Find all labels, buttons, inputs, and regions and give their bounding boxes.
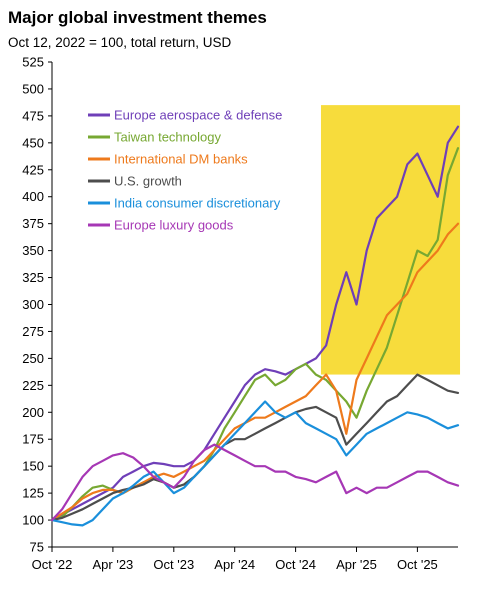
x-tick-label: Apr '24	[214, 557, 255, 572]
x-tick-label: Oct '24	[275, 557, 316, 572]
legend-label: Europe luxury goods	[114, 218, 234, 233]
x-tick-label: Oct '25	[397, 557, 438, 572]
legend-label: India consumer discretionary	[114, 196, 281, 211]
y-tick-label: 500	[22, 81, 44, 96]
y-tick-label: 75	[30, 540, 44, 555]
legend-label: Europe aerospace & defense	[114, 108, 282, 123]
y-tick-label: 125	[22, 486, 44, 501]
chart-subtitle: Oct 12, 2022 = 100, total return, USD	[8, 35, 232, 50]
x-tick-label: Apr '23	[93, 557, 134, 572]
y-tick-label: 350	[22, 243, 44, 258]
y-tick-label: 325	[22, 270, 44, 285]
y-tick-label: 375	[22, 216, 44, 231]
y-tick-label: 275	[22, 324, 44, 339]
y-tick-label: 225	[22, 378, 44, 393]
y-tick-label: 450	[22, 135, 44, 150]
y-tick-label: 175	[22, 432, 44, 447]
y-tick-label: 200	[22, 405, 44, 420]
x-tick-label: Apr '25	[336, 557, 377, 572]
chart-title: Major global investment themes	[8, 8, 267, 27]
y-tick-label: 100	[22, 513, 44, 528]
legend-label: U.S. growth	[114, 174, 182, 189]
x-tick-label: Oct '22	[32, 557, 73, 572]
y-tick-label: 250	[22, 351, 44, 366]
y-tick-label: 150	[22, 459, 44, 474]
y-tick-label: 475	[22, 108, 44, 123]
y-tick-label: 525	[22, 55, 44, 70]
x-tick-label: Oct '23	[153, 557, 194, 572]
legend-label: Taiwan technology	[114, 130, 221, 145]
series-line-india-consumer-discretionary	[50, 400, 460, 527]
legend-label: International DM banks	[114, 152, 248, 167]
y-tick-label: 300	[22, 297, 44, 312]
series-line-u-s-growth	[50, 373, 460, 522]
series-line-europe-aerospace-defense	[50, 125, 460, 522]
series-line-europe-luxury-goods	[50, 443, 460, 522]
y-tick-label: 425	[22, 162, 44, 177]
y-tick-label: 400	[22, 189, 44, 204]
